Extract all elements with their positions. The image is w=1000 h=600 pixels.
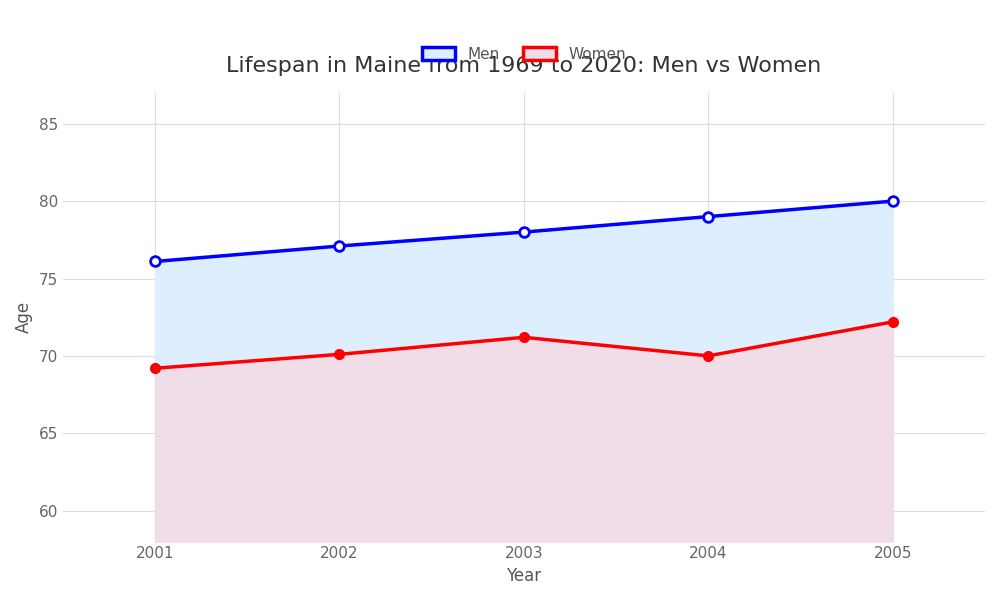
- Title: Lifespan in Maine from 1969 to 2020: Men vs Women: Lifespan in Maine from 1969 to 2020: Men…: [226, 56, 822, 76]
- Y-axis label: Age: Age: [15, 301, 33, 333]
- X-axis label: Year: Year: [506, 567, 541, 585]
- Legend: Men, Women: Men, Women: [422, 47, 626, 62]
